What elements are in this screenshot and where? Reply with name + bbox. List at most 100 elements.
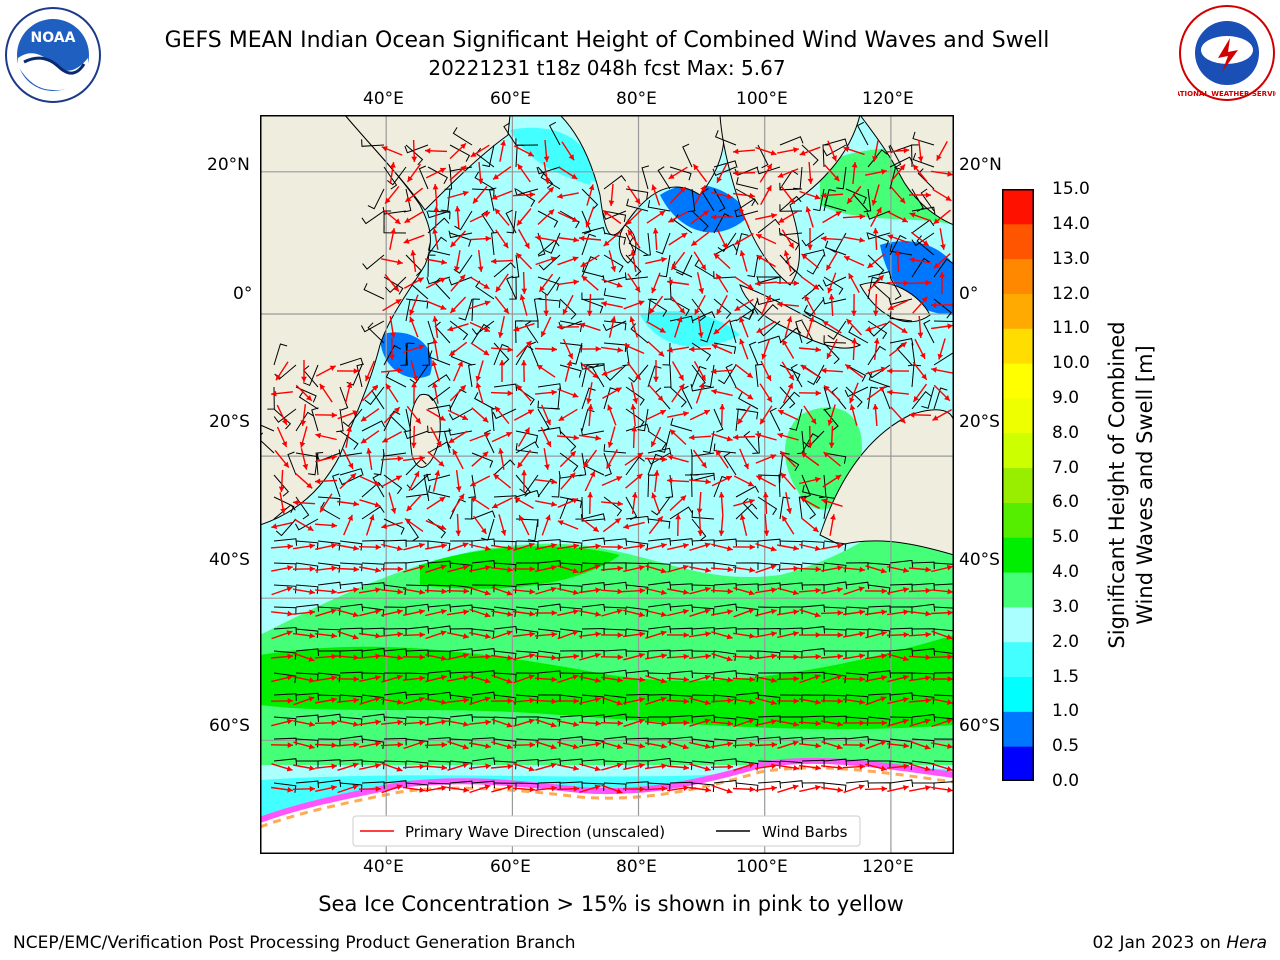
- lon-label-top: 100°E: [736, 89, 788, 109]
- wind-barb: [273, 538, 298, 546]
- wind-barb: [921, 386, 935, 409]
- wind-barb: [923, 319, 935, 344]
- wind-barb: [524, 320, 539, 344]
- wind-barb: [691, 562, 715, 570]
- wind-barb: [537, 670, 562, 678]
- wave-arrow-head: [903, 147, 909, 154]
- wave-arrow-head: [551, 654, 557, 661]
- wave-arrow-head: [799, 150, 806, 156]
- wave-arrow-head: [835, 211, 842, 217]
- wind-barb: [449, 562, 473, 573]
- wave-arrow-head: [441, 543, 447, 549]
- wind-barb: [735, 583, 759, 591]
- nws-text: NATIONAL WEATHER SERVICE: [1178, 90, 1276, 98]
- wave-arrow-head: [572, 568, 579, 574]
- wind-barb: [537, 383, 562, 391]
- wave-arrow-head: [484, 545, 491, 552]
- wave-arrow-head: [374, 501, 381, 508]
- wave-arrow-head: [419, 455, 425, 462]
- wave-arrow-head: [756, 234, 762, 240]
- wave-arrow-head: [660, 696, 667, 703]
- wave-arrow-head: [924, 765, 931, 772]
- wave-arrow-head: [683, 411, 689, 417]
- wave-arrow-head: [771, 741, 777, 748]
- wave-arrow-head: [425, 147, 431, 154]
- wind-barb: [807, 364, 825, 386]
- wind-barb: [785, 256, 803, 278]
- wind-barb: [647, 562, 671, 572]
- colorbar-bin: [1002, 189, 1034, 225]
- wave-arrow-head: [595, 631, 601, 638]
- wave-arrow-head: [585, 221, 591, 228]
- colorbar-tick-label: 14.0: [1052, 213, 1090, 234]
- wind-barb: [603, 538, 628, 546]
- wind-barb: [581, 365, 594, 388]
- wind-barb: [493, 625, 518, 634]
- wave-arrow-head: [617, 632, 623, 638]
- wind-barb: [647, 200, 671, 212]
- wave-arrow-head: [873, 338, 880, 344]
- wave-arrow-head: [397, 719, 403, 726]
- wave-arrow-head: [726, 435, 733, 442]
- wave-arrow-head: [636, 473, 643, 480]
- wind-barb: [317, 562, 341, 573]
- wave-arrow-head: [544, 178, 550, 184]
- wave-arrow-head: [573, 698, 579, 704]
- wave-arrow-head: [639, 676, 645, 683]
- wave-arrow-head: [455, 486, 462, 492]
- wind-barb: [779, 582, 804, 590]
- wave-arrow-head: [432, 184, 439, 190]
- wind-barb: [713, 342, 737, 354]
- wave-arrow-head: [405, 196, 412, 202]
- wave-arrow-head: [668, 173, 675, 179]
- wave-arrow-head: [450, 241, 457, 248]
- wind-barb: [867, 605, 891, 614]
- wave-arrow-head: [661, 256, 667, 263]
- wave-arrow-head: [459, 274, 466, 281]
- wave-arrow-head: [880, 366, 887, 373]
- colorbar-tick-label: 13.0: [1052, 248, 1090, 269]
- wind-barb: [867, 716, 891, 727]
- wave-arrow-head: [307, 525, 314, 531]
- wind-barb: [867, 276, 880, 300]
- wind-barb: [912, 131, 935, 146]
- wind-barb: [669, 694, 693, 704]
- wind-barb: [471, 757, 496, 765]
- wind-barb: [729, 319, 737, 344]
- wind-barb: [845, 672, 869, 682]
- wind-barb: [339, 649, 363, 658]
- wave-arrow-head: [557, 324, 563, 330]
- wave-arrow-head: [616, 476, 623, 482]
- wind-barb: [867, 562, 891, 572]
- wave-arrow-head: [747, 283, 754, 290]
- wind-barb: [801, 715, 825, 724]
- wave-arrow-head: [397, 608, 403, 615]
- wave-arrow-head: [925, 654, 931, 661]
- wave-arrow-head: [419, 631, 425, 638]
- wave-arrow-head: [903, 785, 909, 791]
- wave-arrow-head: [658, 350, 665, 357]
- wind-barb: [933, 781, 954, 784]
- wave-arrow-head: [412, 375, 419, 382]
- wind-barb: [625, 408, 645, 428]
- wind-barb: [427, 625, 452, 634]
- wave-arrow-head: [287, 543, 293, 550]
- wind-barb: [888, 144, 913, 154]
- wave-arrow-head: [438, 460, 445, 467]
- wave-arrow-head: [639, 762, 645, 769]
- wave-arrow-head: [440, 564, 447, 570]
- wave-arrow-head: [800, 497, 807, 503]
- wave-arrow-head: [887, 368, 893, 374]
- wave-arrow-head: [617, 677, 623, 683]
- colorbar-bin: [1002, 572, 1034, 608]
- wind-barb: [471, 538, 496, 546]
- wave-arrow-head: [667, 454, 674, 461]
- wave-arrow-head: [484, 677, 491, 684]
- wave-arrow-head: [881, 588, 887, 594]
- wave-arrow-head: [668, 217, 675, 223]
- sea-ice-caption: Sea Ice Concentration > 15% is shown in …: [318, 892, 904, 916]
- wave-arrow-head: [390, 228, 396, 234]
- wind-barb: [493, 606, 517, 617]
- wave-arrow-head: [792, 784, 799, 790]
- wind-barb: [581, 387, 596, 410]
